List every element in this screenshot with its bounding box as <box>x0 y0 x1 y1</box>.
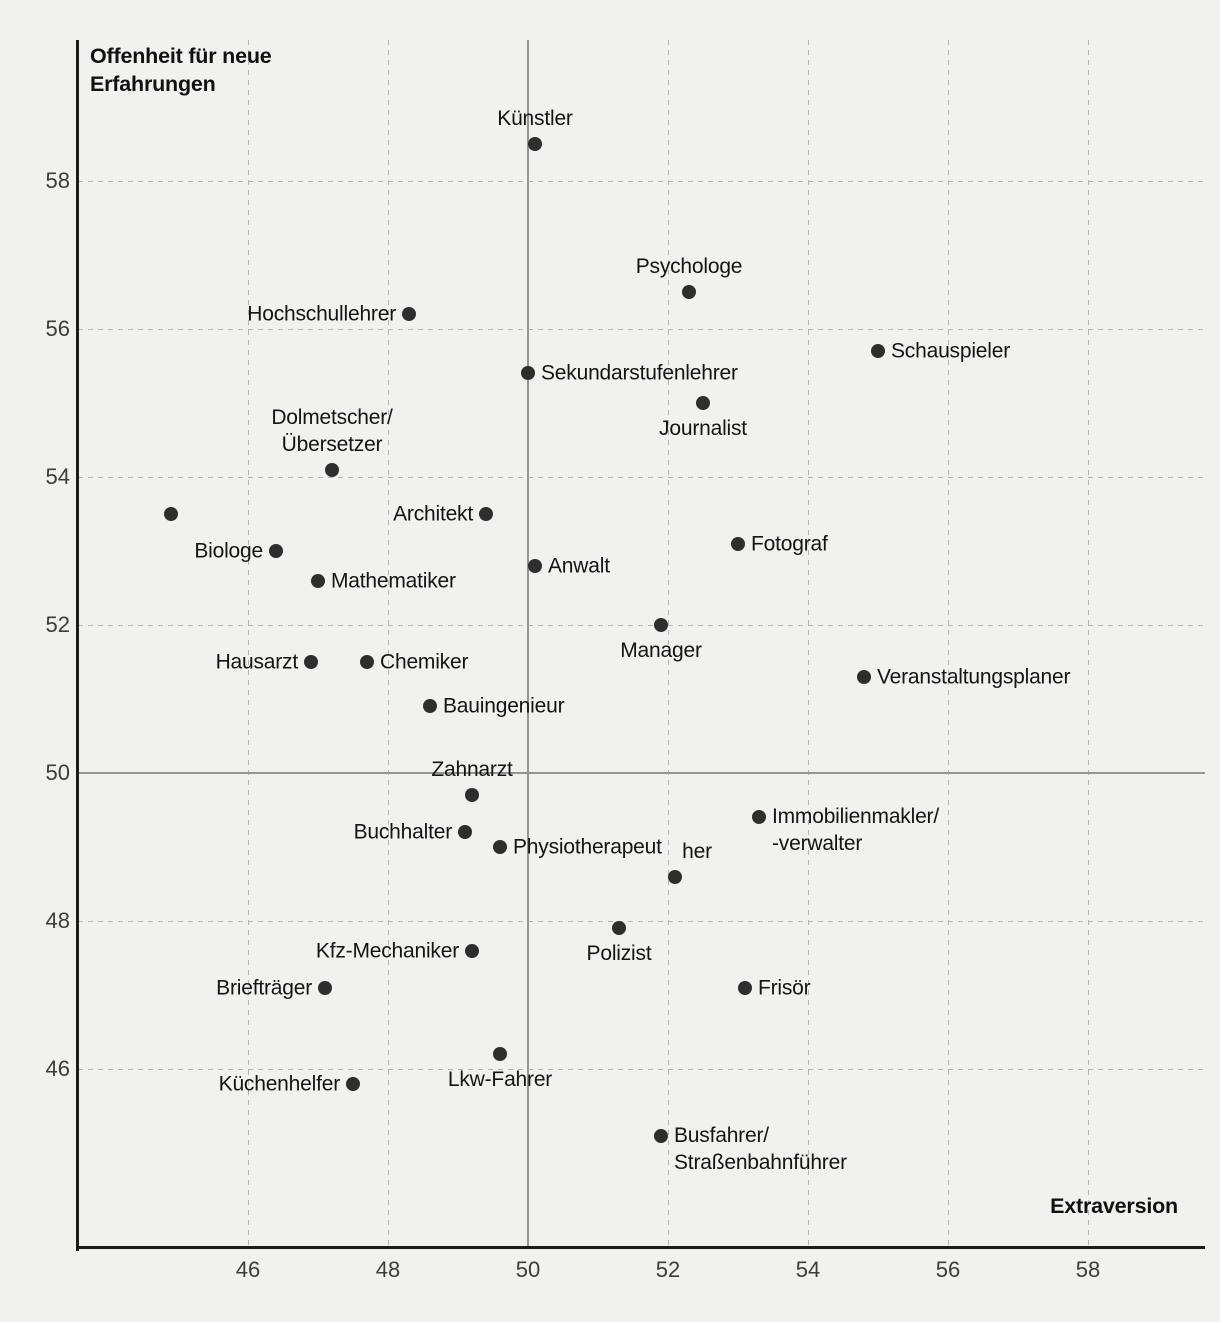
reference-line-x <box>527 40 529 1248</box>
gridline-y <box>78 328 1205 330</box>
point-label: Küchenhelfer <box>218 1072 341 1096</box>
data-point <box>738 980 752 995</box>
data-point <box>423 699 437 714</box>
gridline-y <box>78 624 1205 626</box>
point-label: Hochschullehrer <box>247 302 396 326</box>
point-label: Frisör <box>758 976 811 1000</box>
data-point <box>360 655 374 669</box>
y-tick-label: 46 <box>45 1056 70 1081</box>
data-point <box>269 544 283 558</box>
data-point <box>164 507 178 521</box>
data-point <box>521 366 535 381</box>
y-tick-label: 54 <box>45 464 70 489</box>
point-label: Psychologe <box>635 255 743 278</box>
data-point <box>325 462 339 477</box>
gridline-x <box>1087 40 1089 1248</box>
point-label: Kfz-Mechaniker <box>315 939 459 963</box>
gridline-x <box>807 40 809 1248</box>
data-point <box>493 840 507 854</box>
data-point <box>654 618 668 632</box>
point-label: Architekt <box>393 502 473 526</box>
data-point <box>465 788 479 803</box>
point-label: Physiotherapeut <box>513 835 662 859</box>
point-label: Hausarzt <box>215 650 299 674</box>
data-point <box>731 536 745 551</box>
data-point <box>304 655 318 669</box>
x-tick-label: 48 <box>375 1257 401 1282</box>
y-tick-label: 56 <box>45 316 70 341</box>
data-point <box>696 396 710 410</box>
point-label: Dolmetscher/Übersetzer <box>271 405 393 456</box>
y-axis-title: Offenheit für neue Erfahrungen <box>90 42 272 98</box>
x-tick-label: 56 <box>935 1257 961 1282</box>
y-tick-label: 50 <box>45 760 70 785</box>
point-label: Sekundarstufenlehrer <box>541 361 738 385</box>
point-label: Schauspieler <box>891 339 1011 363</box>
point-label: Busfahrer/Straßenbahnführer <box>674 1123 847 1174</box>
y-axis-line <box>76 40 79 1251</box>
gridline-y <box>78 1068 1205 1070</box>
point-label: Buchhalter <box>353 820 453 844</box>
data-point <box>857 669 871 684</box>
data-point <box>458 825 472 840</box>
point-label: Zahnarzt <box>431 758 513 782</box>
point-label: Polizist <box>586 942 652 966</box>
data-point <box>668 869 682 884</box>
data-point <box>402 307 416 322</box>
y-tick-label: 48 <box>45 908 70 933</box>
x-axis-line <box>76 1246 1205 1249</box>
data-point <box>311 573 325 588</box>
data-point <box>871 344 885 359</box>
y-tick-label: 58 <box>45 168 70 193</box>
point-label: Veranstaltungsplaner <box>877 665 1071 689</box>
point-label: Mathematiker <box>331 569 456 593</box>
data-point <box>465 943 479 958</box>
x-tick-label: 54 <box>795 1257 821 1282</box>
gridline-y <box>78 476 1205 478</box>
data-point <box>612 921 626 936</box>
data-point <box>654 1128 668 1143</box>
point-label: Briefträger <box>216 976 312 1000</box>
reference-line-y <box>78 772 1205 774</box>
gridline-y <box>78 920 1205 922</box>
point-label: Künstler <box>497 107 573 130</box>
gridline-x <box>947 40 949 1248</box>
data-point <box>682 285 696 299</box>
x-tick-label: 58 <box>1075 1257 1101 1282</box>
x-tick-label: 46 <box>235 1257 261 1282</box>
y-tick-label: 52 <box>45 612 70 637</box>
point-label: Lkw-Fahrer <box>447 1068 553 1092</box>
x-tick-label: 52 <box>655 1257 681 1282</box>
data-point <box>479 507 493 521</box>
gridline-x <box>667 40 669 1248</box>
data-point <box>528 137 542 151</box>
gridline-y <box>78 180 1205 182</box>
point-label: Manager <box>620 639 702 662</box>
point-label: Journalist <box>659 417 747 440</box>
data-point <box>346 1076 360 1091</box>
point-label: Chemiker <box>380 650 469 674</box>
point-label: her <box>682 839 712 863</box>
x-axis-title: Extraversion <box>1050 1194 1178 1218</box>
data-point <box>528 558 542 573</box>
point-label: Anwalt <box>548 554 610 578</box>
data-point <box>493 1047 507 1062</box>
point-label: Biologe <box>194 539 263 563</box>
gridline-x <box>247 40 249 1248</box>
x-tick-label: 50 <box>515 1257 541 1282</box>
point-label: Fotograf <box>751 532 828 556</box>
point-label: Immobilienmakler/-verwalter <box>772 805 939 856</box>
point-label: Bauingenieur <box>443 694 565 718</box>
data-point <box>752 810 766 825</box>
gridline-x <box>387 40 389 1248</box>
y-axis-title-line1: Offenheit für neue <box>90 44 272 68</box>
data-point <box>318 980 332 995</box>
y-axis-title-line2: Erfahrungen <box>90 72 216 96</box>
